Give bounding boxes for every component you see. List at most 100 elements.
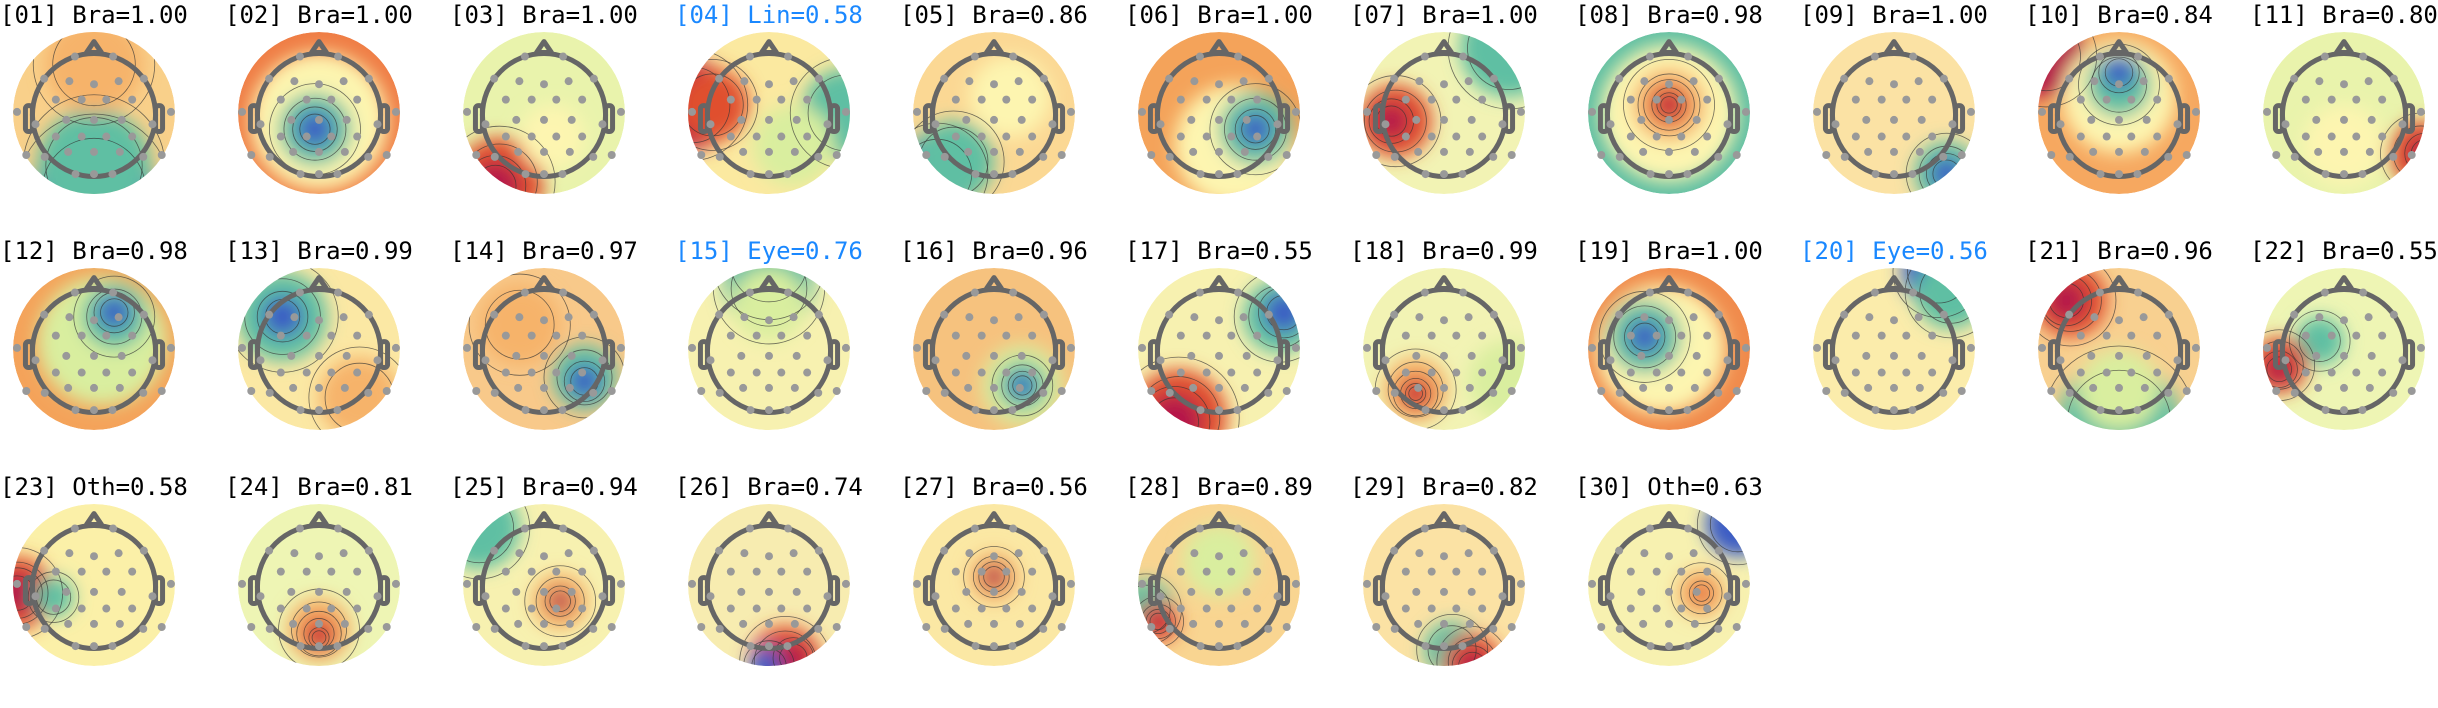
- electrode-dot: [1908, 406, 1917, 415]
- electrodes: [2263, 52, 2425, 179]
- contour-line: [299, 113, 331, 145]
- electrode-dot: [2389, 310, 2398, 319]
- topomap: [1138, 268, 1300, 430]
- electrode-dot: [315, 406, 323, 415]
- electrodes: [238, 288, 400, 415]
- electrode-dot: [2378, 132, 2387, 141]
- electrode-dot: [315, 80, 323, 89]
- electrode-dot: [607, 151, 616, 160]
- electrode-dot: [339, 313, 348, 322]
- electrode-dot: [1015, 619, 1024, 628]
- electrode-dot: [265, 74, 274, 83]
- electrode-dot: [90, 383, 98, 392]
- contour-line: [1688, 580, 1714, 606]
- electrodes: [913, 288, 1075, 415]
- electrode-dot: [512, 587, 521, 596]
- electrode-dot: [790, 619, 799, 628]
- electrode-dot: [1652, 331, 1661, 340]
- electrode-dot: [1465, 383, 1474, 392]
- electrode-dot: [1291, 579, 1300, 588]
- electrode-dot: [2164, 152, 2173, 161]
- component-cell: [01] Bra=1.00: [0, 0, 225, 236]
- electrode-dot: [1741, 579, 1750, 588]
- electrode-dot: [364, 310, 373, 319]
- topomap-field: [2263, 268, 2425, 430]
- electrode-dot: [2378, 95, 2387, 104]
- electrode-dot: [2416, 343, 2425, 352]
- electrode-dot: [2340, 316, 2348, 325]
- electrode-dot: [540, 115, 548, 124]
- contour-line: [73, 275, 156, 358]
- electrode-dot: [1014, 313, 1023, 322]
- electrode-dot: [552, 604, 561, 613]
- electrode-dot: [565, 147, 574, 156]
- electrode-dot: [2102, 95, 2111, 104]
- electrode-dot: [2134, 52, 2143, 61]
- electrode-dot: [353, 132, 362, 141]
- electrode-dot: [1282, 623, 1291, 632]
- electrode-dot: [1588, 107, 1597, 116]
- electrode-dot: [803, 567, 812, 576]
- electrodes: [238, 52, 400, 179]
- electrode-dot: [1165, 74, 1174, 83]
- electrode-dot: [990, 619, 998, 628]
- electrode-dot: [287, 115, 296, 124]
- component-cell: [18] Bra=0.99: [1350, 236, 1575, 472]
- electrode-dot: [706, 592, 715, 601]
- contour-line: [913, 110, 1005, 194]
- electrode-dot: [990, 406, 998, 415]
- electrode-dot: [1684, 288, 1693, 297]
- electrode-dot: [1928, 368, 1937, 377]
- electrodes: [1588, 288, 1750, 415]
- electrode-dot: [1253, 132, 1262, 141]
- electrode-dot: [2281, 356, 2290, 365]
- electrode-dot: [1215, 642, 1223, 651]
- electrode-dot: [1017, 351, 1026, 360]
- electrode-dot: [296, 170, 305, 179]
- electrode-dot: [2047, 387, 2056, 396]
- electrode-dot: [1516, 107, 1525, 116]
- electrode-dot: [1176, 604, 1185, 613]
- electrode-dot: [373, 592, 382, 601]
- electrode-dot: [1645, 524, 1654, 533]
- electrode-dot: [1215, 351, 1223, 360]
- electrode-dot: [1138, 579, 1147, 588]
- electrode-dot: [745, 524, 754, 533]
- contour-line: [1643, 79, 1695, 131]
- electrode-dot: [688, 107, 697, 116]
- electrode-dot: [1440, 587, 1448, 596]
- electrode-dot: [688, 343, 697, 352]
- electrode-dot: [1196, 170, 1205, 179]
- electrode-dot: [2164, 310, 2173, 319]
- electrode-dot: [1714, 546, 1723, 555]
- contour-line: [463, 143, 538, 194]
- electrode-dot: [540, 642, 548, 651]
- component-label: [14] Bra=0.97: [450, 237, 638, 265]
- electrode-dot: [1684, 52, 1693, 61]
- component-cell: [17] Bra=0.55: [1125, 236, 1350, 472]
- electrode-dot: [567, 351, 576, 360]
- electrode-dot: [1665, 316, 1673, 325]
- electrode-dot: [353, 604, 362, 613]
- contour-line: [2038, 32, 2081, 92]
- electrode-dot: [564, 313, 573, 322]
- electrode-dot: [1187, 115, 1196, 124]
- electrode-dot: [2115, 115, 2123, 124]
- component-cell: [04] Lin=0.58: [675, 0, 900, 236]
- electrode-dot: [2320, 52, 2329, 61]
- electrodes: [463, 524, 625, 651]
- electrode-dot: [931, 120, 940, 129]
- electrode-dot: [1381, 356, 1390, 365]
- electrode-dot: [514, 147, 523, 156]
- electrode-dot: [1215, 170, 1223, 179]
- electrode-dot: [777, 567, 786, 576]
- electrode-dot: [1420, 52, 1429, 61]
- electrode-dot: [90, 552, 98, 561]
- electrode-dot: [1039, 74, 1048, 83]
- electrode-dot: [965, 313, 974, 322]
- electrode-dot: [737, 351, 746, 360]
- activation-blob: [1468, 340, 1525, 422]
- component-label: [25] Bra=0.94: [450, 473, 638, 501]
- electrode-dot: [765, 115, 773, 124]
- component-label: [09] Bra=1.00: [1800, 1, 1988, 29]
